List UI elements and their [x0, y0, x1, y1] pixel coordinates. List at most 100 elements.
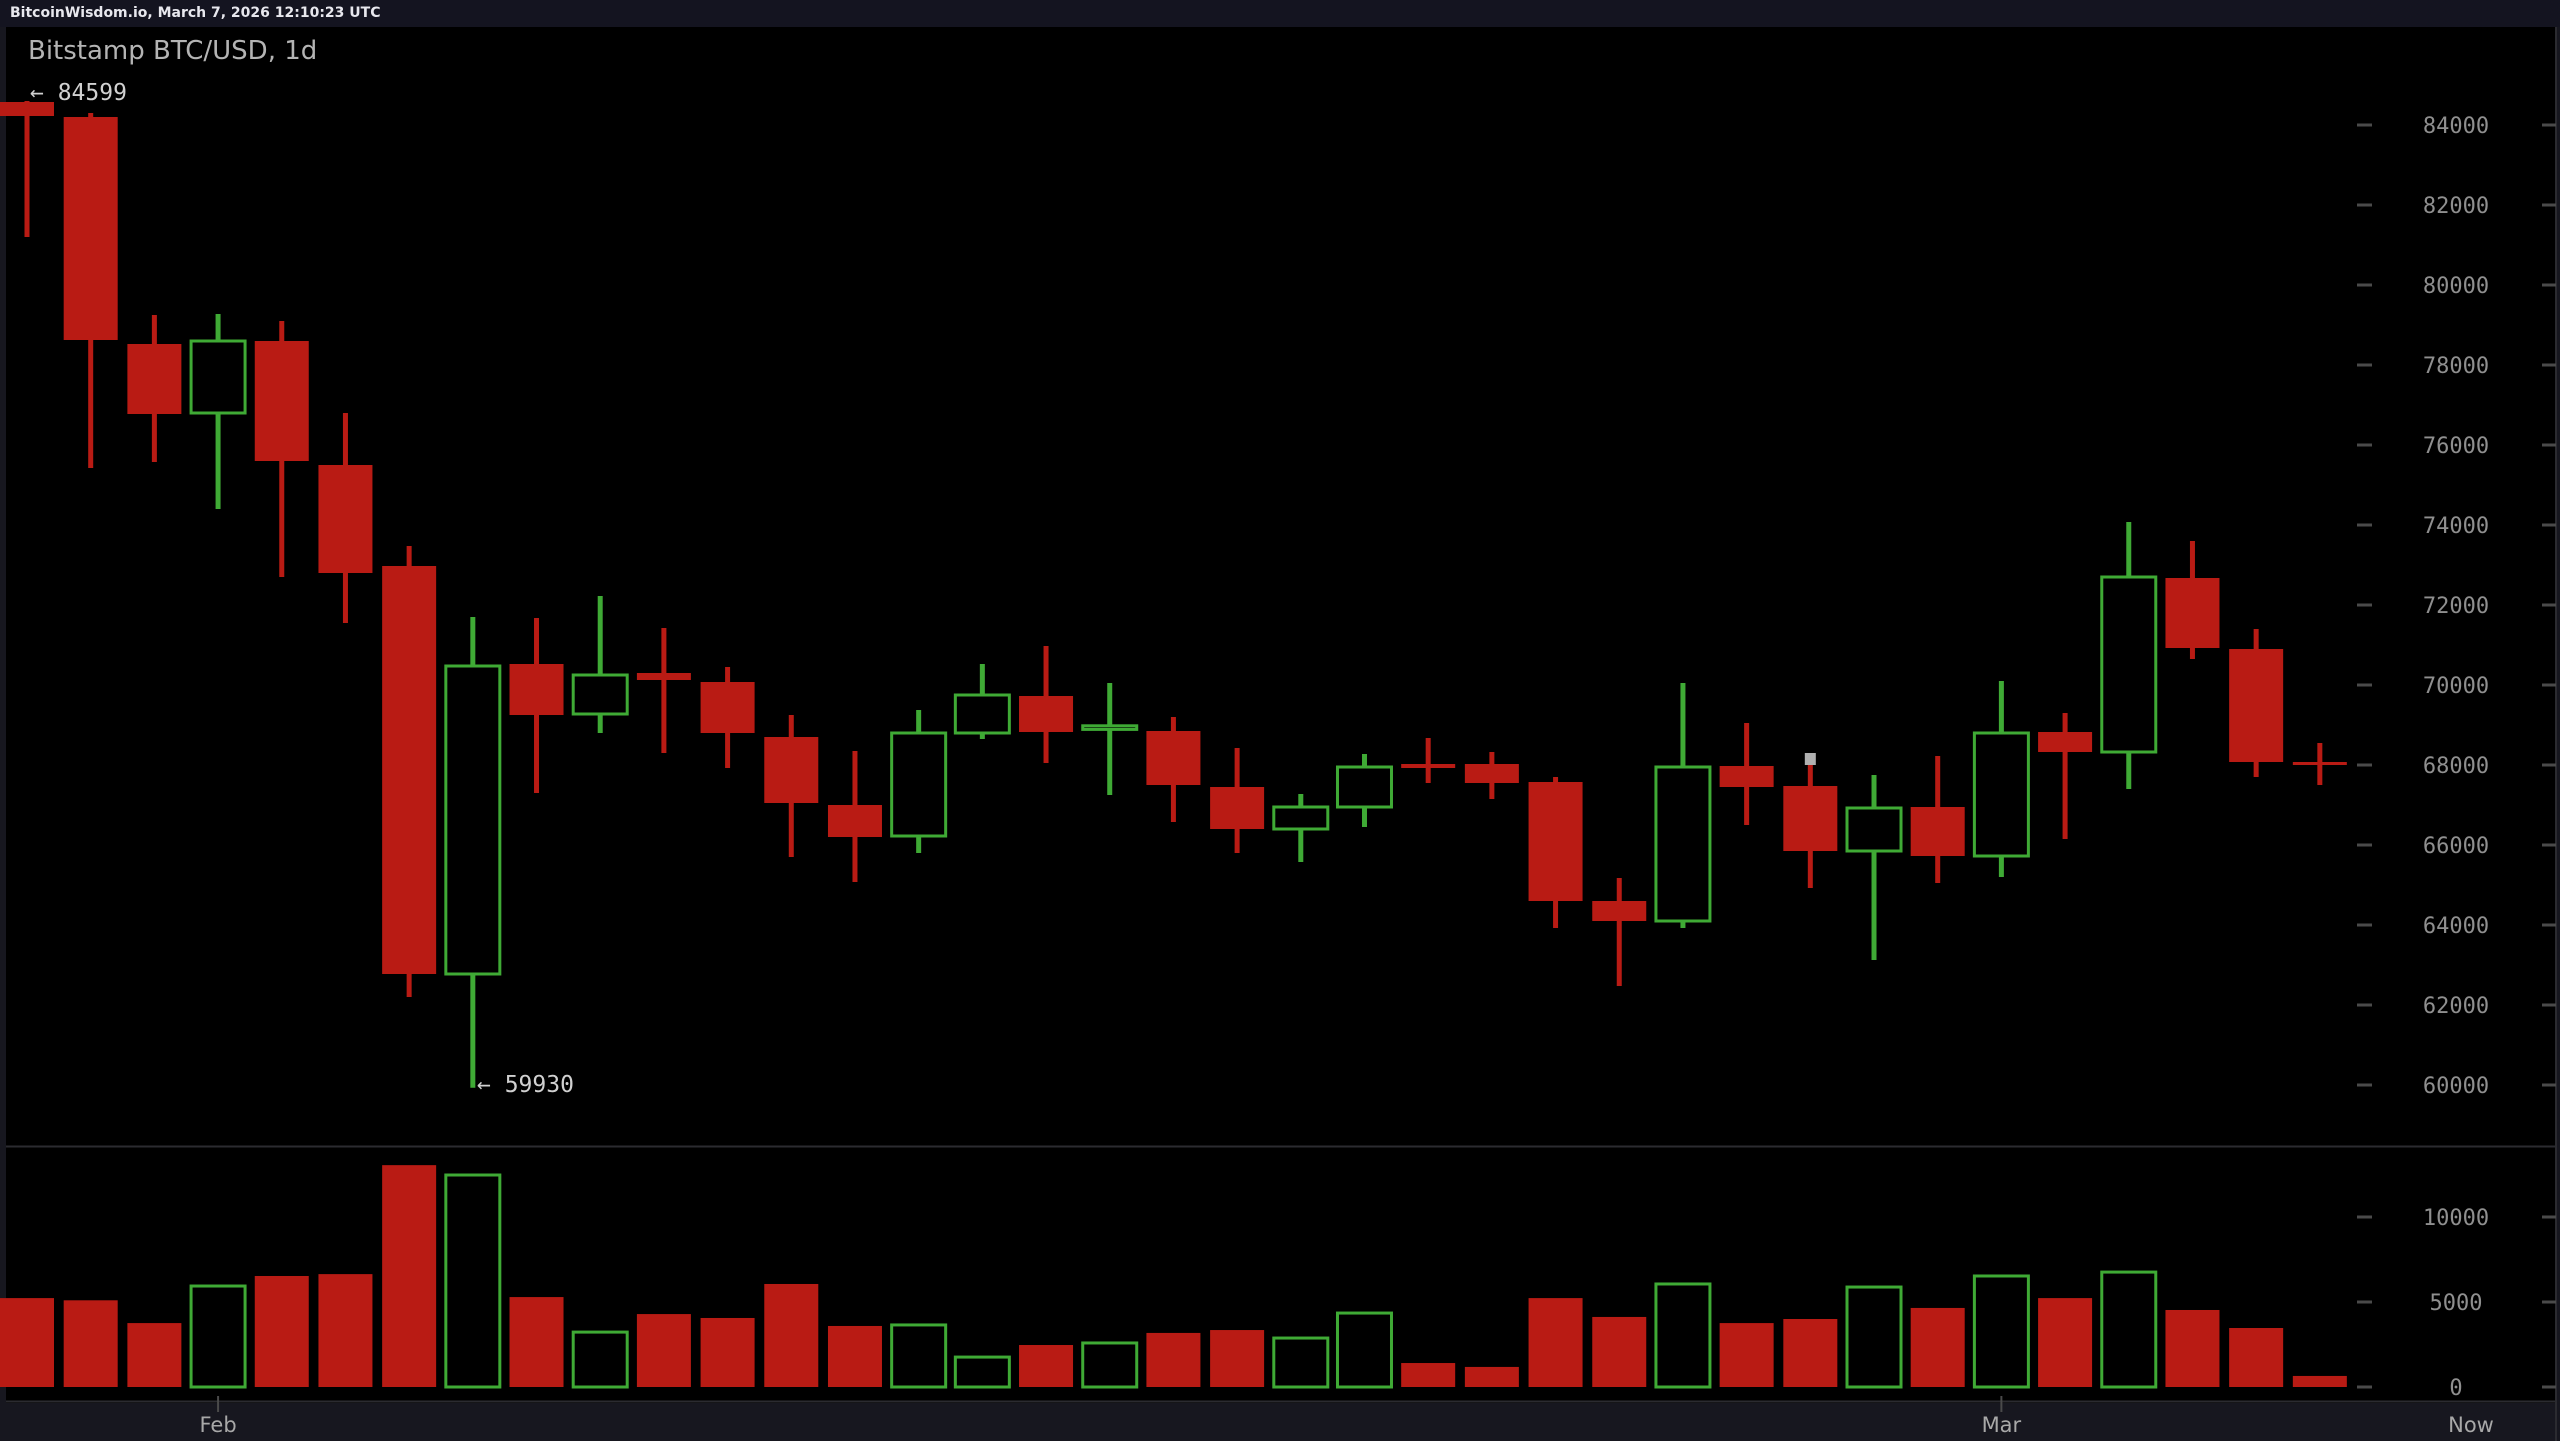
- volume-bar-down[interactable]: [2165, 1309, 2220, 1387]
- candle-body-up[interactable]: [1972, 731, 2030, 858]
- candle-body-down[interactable]: [2229, 649, 2284, 762]
- candle-body-down[interactable]: [382, 566, 437, 974]
- candle-body-down[interactable]: [1464, 764, 1519, 783]
- candle-body-up[interactable]: [189, 339, 247, 415]
- volume-bar-down[interactable]: [318, 1274, 373, 1387]
- volume-bar-down[interactable]: [1401, 1363, 1456, 1387]
- site-and-clock-text: BitcoinWisdom.io, March 7, 2026 12:10:23…: [10, 5, 381, 21]
- candle-body-down[interactable]: [700, 682, 755, 733]
- volume-bar-down[interactable]: [1719, 1323, 1774, 1387]
- volume-bar-down[interactable]: [1464, 1366, 1519, 1387]
- price-axis-label: 82000: [2423, 194, 2489, 219]
- volume-bar-up[interactable]: [1335, 1311, 1393, 1389]
- volume-bar-down[interactable]: [1528, 1298, 1583, 1387]
- volume-bar-up[interactable]: [571, 1330, 629, 1389]
- volume-bar-down[interactable]: [700, 1317, 755, 1387]
- candle-body-down[interactable]: [1019, 696, 1074, 732]
- price-axis-label: 76000: [2423, 434, 2489, 459]
- candle-body-down[interactable]: [1146, 731, 1201, 785]
- candle-body-up[interactable]: [890, 731, 948, 838]
- volume-bar-up[interactable]: [2100, 1270, 2158, 1389]
- candle-body-down[interactable]: [318, 465, 373, 573]
- price-axis-label: 62000: [2423, 994, 2489, 1019]
- price-axis-label: 72000: [2423, 594, 2489, 619]
- volume-bar-up[interactable]: [189, 1284, 247, 1389]
- candle-body-down[interactable]: [127, 344, 182, 414]
- volume-bar-up[interactable]: [1654, 1282, 1712, 1389]
- candle-body-down[interactable]: [1592, 901, 1647, 921]
- candle-body-up[interactable]: [953, 693, 1011, 735]
- volume-bar-up[interactable]: [444, 1173, 502, 1389]
- chart-title: Bitstamp BTC/USD, 1d: [28, 36, 318, 66]
- low-price-annotation: ← 59930: [477, 1072, 574, 1098]
- volume-bar-down[interactable]: [254, 1275, 309, 1387]
- volume-bar-up[interactable]: [890, 1323, 948, 1389]
- volume-bar-down[interactable]: [1592, 1316, 1647, 1387]
- candle-body-down[interactable]: [1210, 787, 1265, 829]
- candle-body-down[interactable]: [63, 117, 118, 340]
- volume-bar-up[interactable]: [953, 1355, 1011, 1389]
- candle-body-down[interactable]: [827, 805, 882, 837]
- volume-bar-down[interactable]: [1019, 1345, 1074, 1387]
- x-axis-label: Feb: [199, 1413, 236, 1437]
- price-axis-label: 78000: [2423, 354, 2489, 379]
- x-axis-label: Mar: [1982, 1413, 2022, 1437]
- x-axis-label: Now: [2448, 1413, 2494, 1437]
- volume-bar-down[interactable]: [382, 1165, 437, 1387]
- volume-bar-down[interactable]: [636, 1314, 691, 1387]
- price-axis-label: 70000: [2423, 674, 2489, 699]
- price-axis-label: 60000: [2423, 1074, 2489, 1099]
- volume-bar-down[interactable]: [764, 1283, 819, 1387]
- candle-body-down[interactable]: [0, 102, 54, 116]
- volume-bar-up[interactable]: [1081, 1341, 1139, 1389]
- price-axis-label: 74000: [2423, 514, 2489, 539]
- candle-body-up[interactable]: [1654, 765, 1712, 923]
- volume-bar-down[interactable]: [0, 1298, 54, 1387]
- candle-body-up[interactable]: [1272, 805, 1330, 831]
- candle-body-up[interactable]: [444, 664, 502, 976]
- top-status-bar: BitcoinWisdom.io, March 7, 2026 12:10:23…: [0, 0, 2560, 27]
- volume-bar-down[interactable]: [127, 1323, 182, 1387]
- volume-bar-down[interactable]: [1210, 1330, 1265, 1387]
- volume-bar-down[interactable]: [1910, 1307, 1965, 1387]
- price-axis-label: 66000: [2423, 834, 2489, 859]
- candle-body-down[interactable]: [2292, 762, 2347, 765]
- volume-bar-down[interactable]: [1146, 1332, 1201, 1387]
- volume-bar-up[interactable]: [1272, 1336, 1330, 1389]
- volume-bar-down[interactable]: [2038, 1298, 2093, 1387]
- candle-body-down[interactable]: [1783, 786, 1838, 851]
- volume-axis-label: 0: [2449, 1376, 2462, 1401]
- volume-axis-label: 5000: [2430, 1291, 2483, 1316]
- price-axis-label: 68000: [2423, 754, 2489, 779]
- candle-body-down[interactable]: [1910, 807, 1965, 856]
- candle-body-down[interactable]: [764, 737, 819, 803]
- candle-body-down[interactable]: [2165, 578, 2220, 648]
- volume-bar-up[interactable]: [1845, 1285, 1903, 1389]
- volume-bar-down[interactable]: [509, 1297, 564, 1387]
- candle-body-down[interactable]: [254, 341, 309, 461]
- order-marker[interactable]: [1804, 753, 1816, 765]
- candle-body-up[interactable]: [2100, 575, 2158, 754]
- volume-bar-up[interactable]: [1972, 1274, 2030, 1389]
- volume-bar-down[interactable]: [63, 1300, 118, 1387]
- candle-body-up[interactable]: [1335, 765, 1393, 809]
- candle-body-down[interactable]: [1401, 764, 1456, 768]
- candle-body-up[interactable]: [1081, 724, 1139, 731]
- candle-body-down[interactable]: [636, 673, 691, 680]
- price-axis-label: 84000: [2423, 114, 2489, 139]
- price-axis-label: 80000: [2423, 274, 2489, 299]
- volume-axis-label: 10000: [2423, 1206, 2489, 1231]
- volume-bar-down[interactable]: [827, 1325, 882, 1387]
- candle-body-down[interactable]: [509, 664, 564, 715]
- candle-body-up[interactable]: [1845, 806, 1903, 853]
- price-axis-label: 64000: [2423, 914, 2489, 939]
- candle-body-down[interactable]: [1528, 782, 1583, 901]
- volume-bar-down[interactable]: [1783, 1319, 1838, 1387]
- candle-body-down[interactable]: [2038, 732, 2093, 752]
- candle-body-up[interactable]: [571, 673, 629, 716]
- candle-body-down[interactable]: [1719, 766, 1774, 787]
- volume-bar-down[interactable]: [2292, 1375, 2347, 1387]
- volume-bar-down[interactable]: [2229, 1328, 2284, 1387]
